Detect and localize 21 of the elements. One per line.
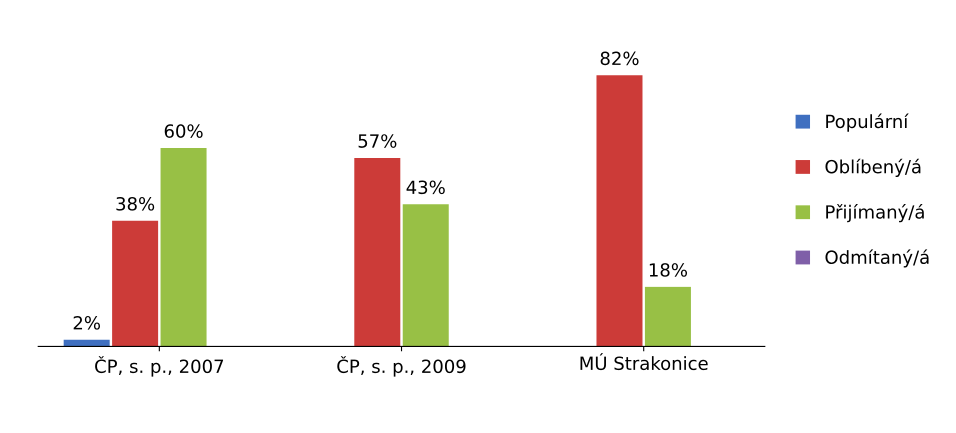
data-label: 43% [406,180,445,194]
data-label: 60% [164,124,203,138]
bar [64,340,110,346]
bar [354,158,400,346]
x-tick-label: MÚ Strakonice [580,353,708,370]
legend-label: Přijímaný/á [826,204,924,222]
bar [402,204,449,346]
bar [112,220,158,346]
legend-label: Odmítaný/á [825,249,929,268]
data-label: 2% [74,316,100,330]
data-label: 18% [650,263,687,277]
legend-label: Oblíbený/á [825,158,920,177]
x-tick-label: ČP, s. p., 2007 [95,356,224,377]
data-label: 57% [358,134,396,148]
bar [644,286,691,346]
bar [160,148,207,346]
x-tick-label: ČP, s. p., 2009 [337,356,466,377]
legend-label: Populární [826,114,909,132]
data-label: 38% [116,197,154,211]
data-label: 82% [600,52,639,66]
bar [596,75,642,346]
